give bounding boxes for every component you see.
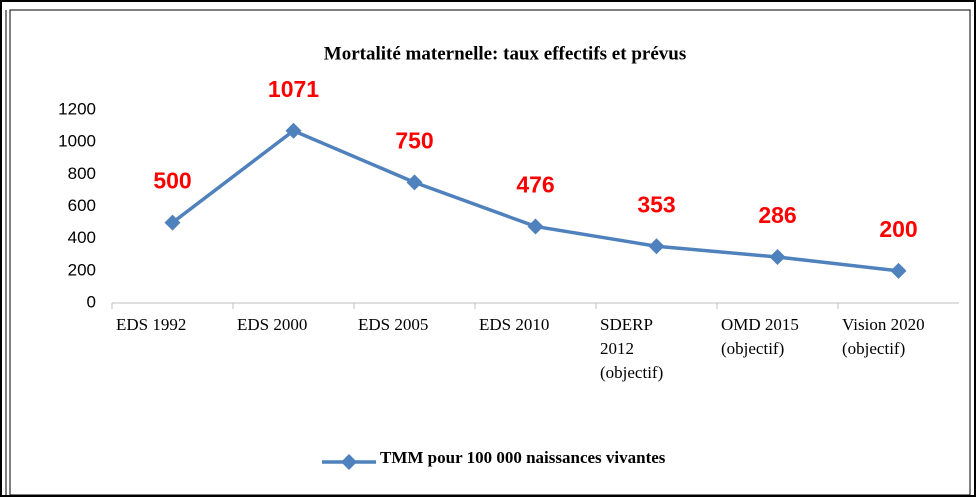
marker	[890, 262, 907, 279]
marker	[164, 214, 181, 231]
data-label: 286	[758, 202, 796, 228]
y-tick-label: 600	[68, 196, 96, 215]
x-tick-label: EDS 2010	[479, 315, 550, 334]
marker	[527, 218, 544, 235]
y-tick-label: 0	[87, 292, 96, 311]
marker	[769, 249, 786, 266]
y-tick-label: 400	[68, 228, 96, 247]
x-tick-label: EDS 2000	[237, 315, 308, 334]
x-tick-label: SDERP 2012 (objectif)	[600, 315, 664, 382]
legend-marker	[341, 454, 357, 470]
x-tick-label: OMD 2015 (objectif)	[721, 315, 799, 358]
x-tick-label: EDS 1992	[116, 315, 187, 334]
data-label: 500	[153, 168, 191, 194]
data-label: 750	[395, 127, 433, 153]
chart-title: Mortalité maternelle: taux effectifs et …	[324, 43, 686, 64]
data-label: 476	[516, 172, 554, 198]
marker	[406, 174, 423, 191]
y-tick-label: 1200	[58, 99, 96, 118]
y-tick-label: 200	[68, 260, 96, 279]
x-tick-label: Vision 2020 (objectif)	[842, 315, 925, 358]
data-label: 353	[637, 191, 675, 217]
inner-border	[9, 9, 971, 496]
y-tick-label: 1000	[58, 132, 96, 151]
data-label: 200	[879, 216, 917, 242]
legend-label: TMM pour 100 000 naissances vivantes	[380, 448, 666, 467]
marker	[285, 122, 302, 139]
series-line	[171, 128, 899, 273]
y-tick-label: 800	[68, 164, 96, 183]
marker	[648, 238, 665, 255]
data-label: 1071	[268, 76, 319, 102]
x-tick-label: EDS 2005	[358, 315, 429, 334]
